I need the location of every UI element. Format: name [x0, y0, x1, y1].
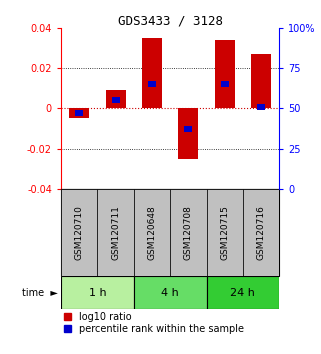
Text: 4 h: 4 h: [161, 287, 179, 298]
Text: time  ►: time ►: [22, 287, 58, 298]
Bar: [221, 81, 229, 87]
Bar: [142, 38, 162, 108]
Bar: [251, 55, 271, 108]
Bar: [178, 108, 198, 159]
Legend: log10 ratio, percentile rank within the sample: log10 ratio, percentile rank within the …: [64, 312, 244, 334]
Text: 1 h: 1 h: [89, 287, 106, 298]
Text: GSM120711: GSM120711: [111, 205, 120, 260]
Bar: [106, 90, 126, 108]
Bar: [184, 126, 192, 132]
Bar: [257, 104, 265, 110]
Bar: [170, 189, 206, 276]
Bar: [61, 189, 97, 276]
Text: GSM120710: GSM120710: [75, 205, 84, 260]
Bar: [112, 97, 119, 103]
Bar: [134, 189, 170, 276]
Text: GSM120716: GSM120716: [256, 205, 265, 260]
Bar: [206, 276, 279, 309]
Bar: [69, 108, 89, 119]
Text: 24 h: 24 h: [230, 287, 255, 298]
Text: GSM120648: GSM120648: [147, 205, 156, 260]
Text: GSM120708: GSM120708: [184, 205, 193, 260]
Bar: [134, 276, 206, 309]
Bar: [206, 189, 243, 276]
Bar: [243, 189, 279, 276]
Text: GSM120715: GSM120715: [220, 205, 229, 260]
Bar: [97, 189, 134, 276]
Bar: [215, 40, 235, 108]
Bar: [61, 276, 134, 309]
Title: GDS3433 / 3128: GDS3433 / 3128: [117, 14, 223, 27]
Bar: [75, 110, 83, 116]
Bar: [148, 81, 156, 87]
